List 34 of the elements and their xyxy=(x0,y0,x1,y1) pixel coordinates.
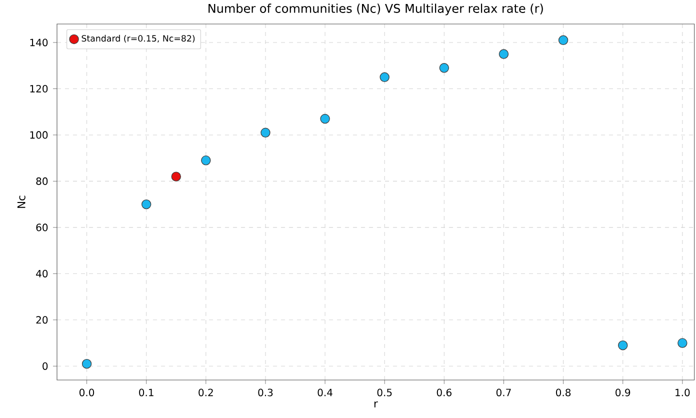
point xyxy=(380,72,390,82)
point xyxy=(141,199,152,210)
x-tick-label: 0.5 xyxy=(377,388,392,396)
chart-title: Number of communities (Nc) VS Multilayer relax rate (r) xyxy=(208,4,543,16)
y-tick-label: 40 xyxy=(36,270,48,278)
x-tick-label: 0.7 xyxy=(496,388,511,396)
y-tick-label: 120 xyxy=(30,84,48,93)
point xyxy=(498,49,509,59)
x-axis-title: r xyxy=(374,401,378,408)
x-tick-label: 0.6 xyxy=(436,388,452,396)
x-tick-label: 0.0 xyxy=(80,388,94,396)
y-tick-label: 80 xyxy=(36,177,48,185)
x-tick-label: 0.1 xyxy=(139,388,154,396)
x-tick-label: 1.0 xyxy=(676,388,690,396)
y-tick-label: 20 xyxy=(36,316,48,324)
x-tick-label: 0.4 xyxy=(318,388,332,396)
x-tick-label: 0.8 xyxy=(556,388,571,396)
y-tick-label: 140 xyxy=(30,38,48,46)
point xyxy=(201,156,211,166)
y-tick-label: 60 xyxy=(36,224,48,232)
x-tick-label: 0.2 xyxy=(198,388,213,396)
point xyxy=(260,128,270,138)
y-axis-title: Nc xyxy=(17,196,26,208)
legend-label: Standard (r=0.15, Nc=82) xyxy=(82,34,195,43)
y-tick-label: 0 xyxy=(42,362,48,370)
point xyxy=(439,63,450,73)
x-tick-label: 0.3 xyxy=(258,388,273,396)
x-tick-label: 0.9 xyxy=(616,388,630,396)
point xyxy=(171,172,181,182)
point xyxy=(558,35,568,46)
point xyxy=(320,114,330,124)
point xyxy=(618,340,628,350)
point xyxy=(82,358,92,369)
y-tick-label: 100 xyxy=(30,131,48,139)
